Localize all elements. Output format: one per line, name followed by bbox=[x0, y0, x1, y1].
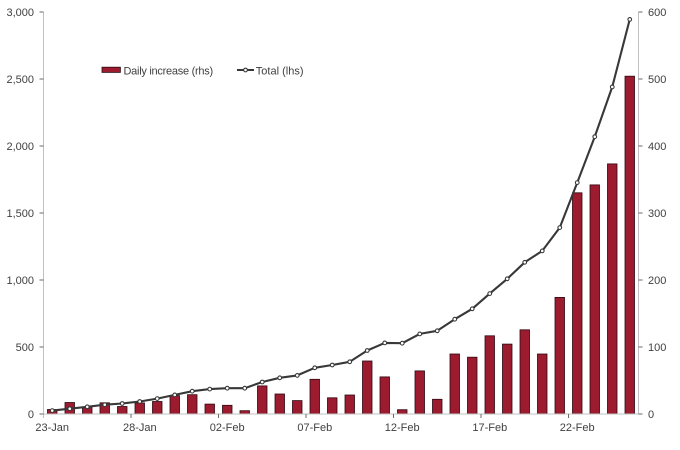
svg-text:3,000: 3,000 bbox=[6, 7, 34, 19]
svg-text:12-Feb: 12-Feb bbox=[385, 422, 420, 434]
svg-text:Total (lhs): Total (lhs) bbox=[256, 66, 304, 78]
svg-text:500: 500 bbox=[16, 342, 34, 354]
svg-text:1,000: 1,000 bbox=[6, 275, 34, 287]
svg-text:600: 600 bbox=[648, 7, 666, 19]
svg-text:0: 0 bbox=[28, 409, 34, 421]
svg-text:07-Feb: 07-Feb bbox=[297, 422, 332, 434]
svg-text:Daily increase (rhs): Daily increase (rhs) bbox=[124, 66, 213, 78]
svg-text:100: 100 bbox=[648, 342, 666, 354]
svg-text:2,000: 2,000 bbox=[6, 141, 34, 153]
svg-text:2,500: 2,500 bbox=[6, 74, 34, 86]
svg-text:1,500: 1,500 bbox=[6, 208, 34, 220]
svg-text:200: 200 bbox=[648, 275, 666, 287]
svg-text:23-Jan: 23-Jan bbox=[35, 422, 69, 434]
svg-text:02-Feb: 02-Feb bbox=[210, 422, 245, 434]
svg-text:300: 300 bbox=[648, 208, 666, 220]
svg-text:22-Feb: 22-Feb bbox=[560, 422, 595, 434]
svg-text:17-Feb: 17-Feb bbox=[472, 422, 507, 434]
svg-text:0: 0 bbox=[648, 409, 654, 421]
svg-text:400: 400 bbox=[648, 141, 666, 153]
svg-text:500: 500 bbox=[648, 74, 666, 86]
svg-text:28-Jan: 28-Jan bbox=[123, 422, 157, 434]
